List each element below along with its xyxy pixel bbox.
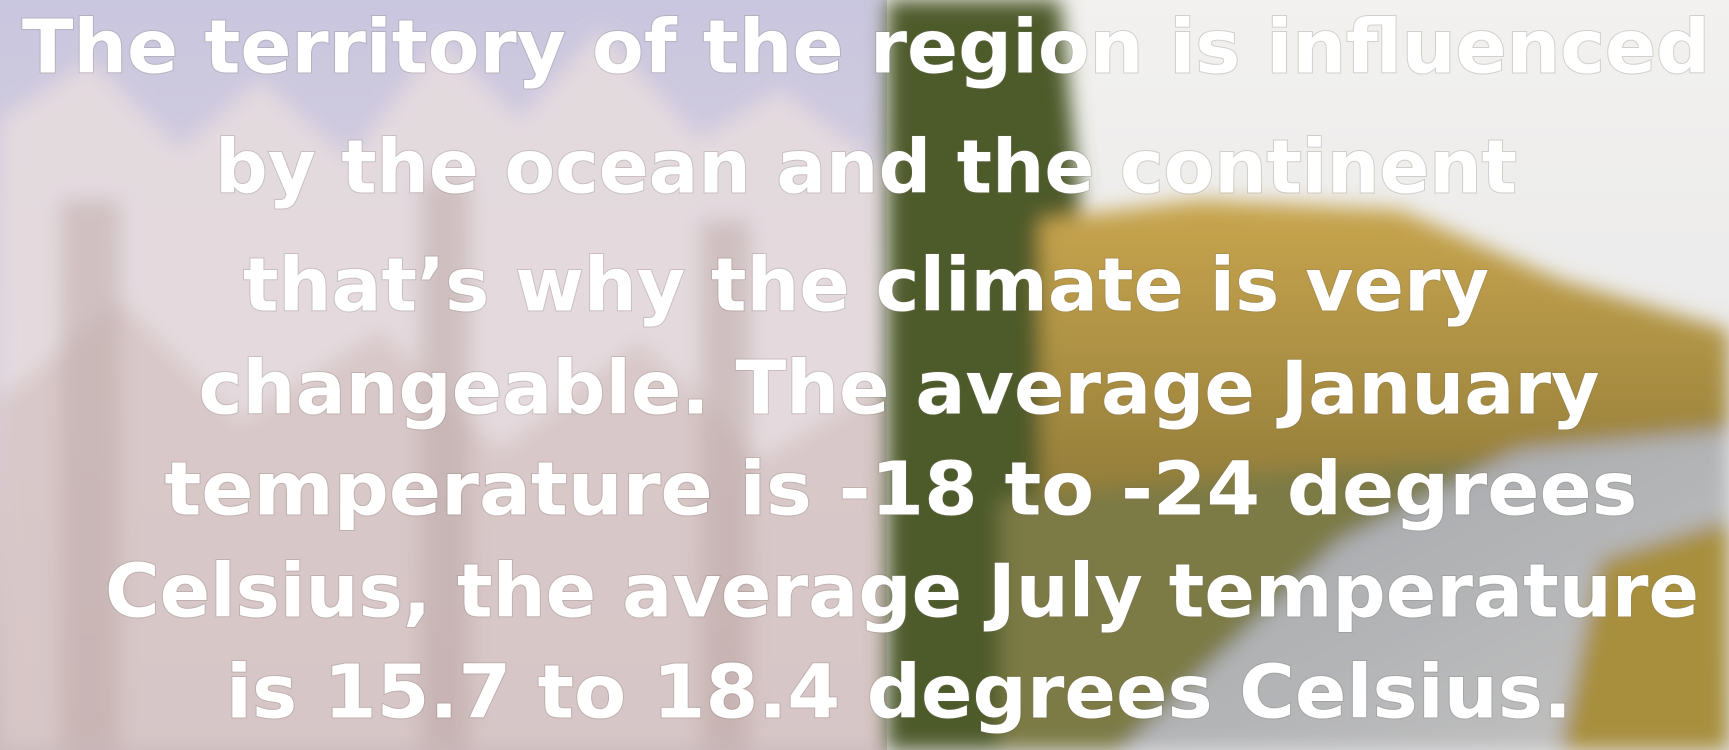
text-line: is 15.7 to 18.4 degrees Celsius. (226, 650, 1572, 736)
text-line: by the ocean and the continent (215, 125, 1517, 211)
slide: The territory of the region is influence… (0, 0, 1729, 750)
text-line: Celsius, the average July temperature (105, 549, 1699, 635)
text-line: temperature is -18 to -24 degrees (165, 447, 1638, 533)
text-line: The territory of the region is influence… (22, 5, 1710, 91)
text-line: changeable. The average January (199, 346, 1600, 432)
text-line: that’s why the climate is very (243, 243, 1489, 329)
